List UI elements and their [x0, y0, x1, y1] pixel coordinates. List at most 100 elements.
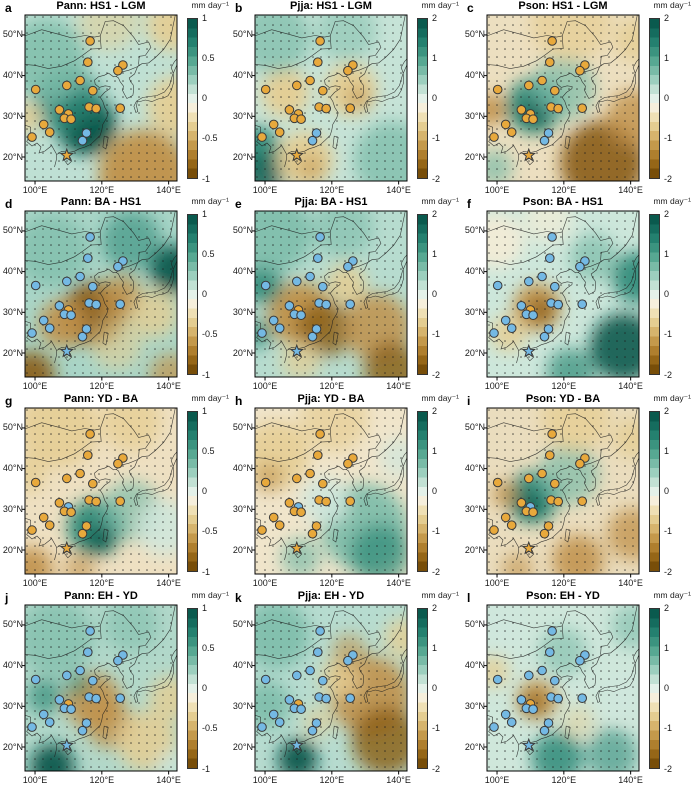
panel-letter-i: i: [467, 394, 471, 408]
map-f: [483, 210, 640, 381]
map-border: [486, 210, 640, 378]
coastline-path: [255, 20, 382, 69]
map-g: [21, 407, 178, 578]
colorbar-tick-label: -2: [664, 369, 673, 380]
y-tick-label: 50°N: [232, 29, 253, 40]
coastline-path: [25, 29, 101, 39]
colorbar-tick-label: 2: [664, 602, 670, 613]
colorbar-tick-label: -2: [432, 566, 441, 577]
map-a: [21, 14, 178, 185]
proxy-site-dot: [528, 704, 538, 714]
panel-title-i: Pson: YD - BA: [525, 393, 601, 405]
y-tick-label: 30°N: [232, 700, 253, 711]
colorbar-tick-label: 1: [202, 12, 208, 23]
proxy-site-dot: [30, 280, 41, 291]
colorbar-tick-label: 0.5: [202, 642, 215, 653]
y-tick-label: 50°N: [464, 619, 485, 630]
coastline-path: [25, 20, 152, 69]
proxy-site-dot: [85, 36, 95, 46]
x-tick-label: 100°E: [252, 578, 278, 588]
proxy-site-dot: [85, 232, 95, 242]
x-tick-label: 140°E: [618, 381, 643, 391]
y-tick-label: 50°N: [464, 29, 485, 40]
x-tick-label: 100°E: [22, 185, 48, 195]
colorbar-tick-label: -1: [432, 329, 441, 340]
coastline-path: [284, 605, 406, 758]
y-tick-label: 20°N: [2, 347, 23, 358]
x-tick-label: 100°E: [484, 775, 510, 785]
proxy-site-dot: [577, 299, 587, 309]
proxy-site-dot: [575, 65, 585, 76]
coastline-path: [487, 225, 563, 235]
anomaly-field-h: [255, 408, 407, 574]
panel-j: j Pann: EH - YD 50°N 40°N 30°N 20°N 100°E 120°E…: [0, 590, 230, 787]
colorbar-tick-label: -1: [664, 133, 673, 144]
coastline-path: [564, 331, 571, 346]
colorbar-tick-label: 1: [432, 445, 438, 456]
colorbar-tick-label: -1: [664, 526, 673, 537]
proxy-site-dot: [284, 301, 295, 311]
map-d: [21, 210, 178, 381]
colorbar-tick-label: 1: [202, 208, 208, 219]
stippling-overlay: [25, 605, 177, 771]
coastline-path: [102, 135, 109, 150]
proxy-site-dot: [547, 429, 557, 439]
colorbar-tick-label: -2: [664, 566, 673, 577]
coastline-path: [363, 58, 407, 113]
stippling-overlay: [487, 408, 639, 574]
colorbar-tick-label: -2: [664, 173, 673, 184]
proxy-site-dot: [313, 57, 323, 68]
coastline-path: [102, 725, 109, 740]
proxy-site-dot: [38, 709, 49, 720]
coastline-path: [25, 517, 57, 548]
colorbar-unit-label: mm day⁻¹: [191, 393, 229, 403]
proxy-site-dot: [307, 528, 318, 539]
colorbar-tick-label: 1: [664, 445, 670, 456]
stippling-overlay: [487, 211, 639, 377]
proxy-site-dot: [305, 665, 315, 676]
proxy-site-dot: [537, 665, 547, 676]
proxy-site-dot: [274, 127, 285, 137]
proxy-site-dot: [321, 103, 331, 114]
colorbar-tick-label: 0: [202, 683, 208, 693]
coastline-path: [284, 211, 406, 364]
panel-title-k: Pjja: EH - YD: [297, 590, 365, 602]
y-tick-label: 50°N: [2, 422, 23, 433]
proxy-site-dot: [27, 525, 37, 535]
proxy-site-dot: [284, 105, 295, 115]
x-tick-label: 120°E: [319, 381, 345, 391]
x-tick-label: 140°E: [156, 381, 181, 391]
coastline-path: [25, 216, 152, 265]
proxy-site-dot: [516, 105, 527, 115]
colorbar-unit-label: mm day⁻¹: [191, 0, 229, 10]
proxy-site-dot: [506, 520, 517, 530]
proxy-site-dot: [66, 310, 76, 320]
panel-letter-a: a: [5, 1, 12, 15]
coastline-path: [102, 331, 109, 346]
proxy-site-dot: [318, 675, 328, 686]
proxy-site-dot: [257, 722, 267, 732]
anomaly-field-a: [25, 15, 177, 181]
x-tick-label: 140°E: [386, 775, 411, 785]
colorbar-b: [417, 18, 428, 179]
y-tick-label: 20°N: [2, 544, 23, 555]
proxy-site-dot: [313, 450, 323, 461]
panel-title-g: Pann: YD - BA: [63, 393, 139, 405]
x-tick-label: 120°E: [89, 185, 115, 195]
coastline-path: [516, 211, 638, 364]
proxy-site-dot: [27, 722, 37, 732]
coastline-path: [133, 648, 177, 703]
proxy-site-dot: [492, 674, 503, 685]
proxy-site-dot: [313, 647, 323, 658]
colorbar-tick-label: 0: [664, 93, 670, 103]
panel-k: k Pjja: EH - YD 50°N 40°N 30°N 20°N 100°E 120°E…: [230, 590, 462, 787]
coastline-path: [487, 29, 563, 39]
y-tick-label: 40°N: [232, 70, 253, 81]
proxy-site-star: [521, 147, 537, 162]
panel-title-l: Pson: EH - YD: [526, 590, 600, 602]
proxy-site-dot: [489, 328, 499, 338]
y-tick-label: 20°N: [2, 151, 23, 162]
proxy-site-dot: [83, 57, 93, 68]
proxy-site-star: [59, 343, 75, 358]
colorbar-tick-label: 0.5: [202, 52, 215, 63]
